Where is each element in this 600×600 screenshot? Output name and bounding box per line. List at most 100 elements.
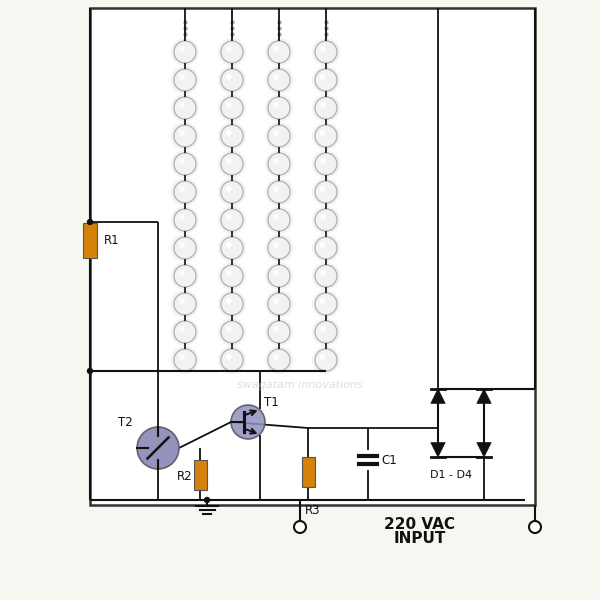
Circle shape bbox=[226, 158, 232, 164]
Circle shape bbox=[265, 150, 293, 178]
Circle shape bbox=[312, 94, 340, 122]
Circle shape bbox=[226, 326, 232, 332]
Circle shape bbox=[273, 186, 279, 192]
Text: R3: R3 bbox=[305, 503, 320, 517]
Circle shape bbox=[218, 234, 246, 262]
Text: 220 VAC: 220 VAC bbox=[385, 517, 455, 532]
Circle shape bbox=[218, 94, 246, 122]
Circle shape bbox=[221, 265, 243, 287]
Circle shape bbox=[179, 270, 185, 276]
Circle shape bbox=[268, 181, 290, 203]
Circle shape bbox=[179, 298, 185, 304]
Circle shape bbox=[179, 354, 185, 360]
Text: T1: T1 bbox=[264, 396, 279, 409]
Circle shape bbox=[315, 321, 337, 343]
Circle shape bbox=[226, 354, 232, 360]
Circle shape bbox=[273, 298, 279, 304]
Circle shape bbox=[171, 346, 199, 374]
Circle shape bbox=[179, 102, 185, 108]
Circle shape bbox=[273, 270, 279, 276]
Circle shape bbox=[312, 206, 340, 234]
Polygon shape bbox=[431, 389, 445, 403]
Polygon shape bbox=[431, 443, 445, 457]
Circle shape bbox=[221, 125, 243, 147]
Circle shape bbox=[221, 153, 243, 175]
Circle shape bbox=[218, 178, 246, 206]
Circle shape bbox=[174, 321, 196, 343]
Circle shape bbox=[179, 46, 185, 52]
Circle shape bbox=[218, 262, 246, 290]
Circle shape bbox=[231, 405, 265, 439]
Circle shape bbox=[265, 178, 293, 206]
Bar bbox=[83, 223, 97, 257]
Circle shape bbox=[312, 318, 340, 346]
Circle shape bbox=[226, 298, 232, 304]
Circle shape bbox=[320, 158, 326, 164]
Circle shape bbox=[315, 237, 337, 259]
Circle shape bbox=[315, 293, 337, 315]
Circle shape bbox=[218, 38, 246, 66]
Circle shape bbox=[221, 41, 243, 63]
Circle shape bbox=[221, 237, 243, 259]
Circle shape bbox=[320, 186, 326, 192]
Circle shape bbox=[221, 97, 243, 119]
Polygon shape bbox=[477, 389, 491, 403]
Circle shape bbox=[312, 122, 340, 150]
Circle shape bbox=[174, 237, 196, 259]
Circle shape bbox=[268, 349, 290, 371]
Circle shape bbox=[226, 214, 232, 220]
Text: T2: T2 bbox=[118, 416, 133, 429]
Circle shape bbox=[174, 293, 196, 315]
Circle shape bbox=[88, 220, 92, 224]
Circle shape bbox=[221, 209, 243, 231]
Circle shape bbox=[315, 349, 337, 371]
Circle shape bbox=[226, 46, 232, 52]
Circle shape bbox=[174, 97, 196, 119]
Circle shape bbox=[315, 125, 337, 147]
Circle shape bbox=[320, 242, 326, 248]
Circle shape bbox=[265, 38, 293, 66]
Circle shape bbox=[273, 326, 279, 332]
Circle shape bbox=[265, 318, 293, 346]
Circle shape bbox=[221, 293, 243, 315]
Circle shape bbox=[174, 349, 196, 371]
Text: INPUT: INPUT bbox=[394, 531, 446, 546]
Circle shape bbox=[88, 368, 92, 373]
Circle shape bbox=[294, 521, 306, 533]
Circle shape bbox=[268, 125, 290, 147]
Circle shape bbox=[226, 130, 232, 136]
Circle shape bbox=[273, 130, 279, 136]
Circle shape bbox=[171, 206, 199, 234]
Circle shape bbox=[320, 326, 326, 332]
Circle shape bbox=[320, 102, 326, 108]
Circle shape bbox=[273, 242, 279, 248]
Text: R1: R1 bbox=[104, 233, 119, 247]
Circle shape bbox=[226, 74, 232, 80]
Circle shape bbox=[179, 326, 185, 332]
Circle shape bbox=[268, 293, 290, 315]
Circle shape bbox=[179, 130, 185, 136]
Circle shape bbox=[312, 66, 340, 94]
Circle shape bbox=[268, 321, 290, 343]
Circle shape bbox=[174, 209, 196, 231]
Circle shape bbox=[218, 318, 246, 346]
Circle shape bbox=[218, 206, 246, 234]
Circle shape bbox=[171, 178, 199, 206]
Circle shape bbox=[221, 181, 243, 203]
Circle shape bbox=[268, 265, 290, 287]
Circle shape bbox=[218, 122, 246, 150]
Circle shape bbox=[312, 38, 340, 66]
Circle shape bbox=[171, 94, 199, 122]
Circle shape bbox=[312, 150, 340, 178]
Circle shape bbox=[315, 209, 337, 231]
Circle shape bbox=[179, 74, 185, 80]
Circle shape bbox=[265, 66, 293, 94]
Circle shape bbox=[320, 214, 326, 220]
Circle shape bbox=[273, 102, 279, 108]
Circle shape bbox=[268, 153, 290, 175]
Circle shape bbox=[320, 74, 326, 80]
Circle shape bbox=[171, 150, 199, 178]
Circle shape bbox=[218, 150, 246, 178]
Circle shape bbox=[171, 290, 199, 318]
Circle shape bbox=[320, 298, 326, 304]
